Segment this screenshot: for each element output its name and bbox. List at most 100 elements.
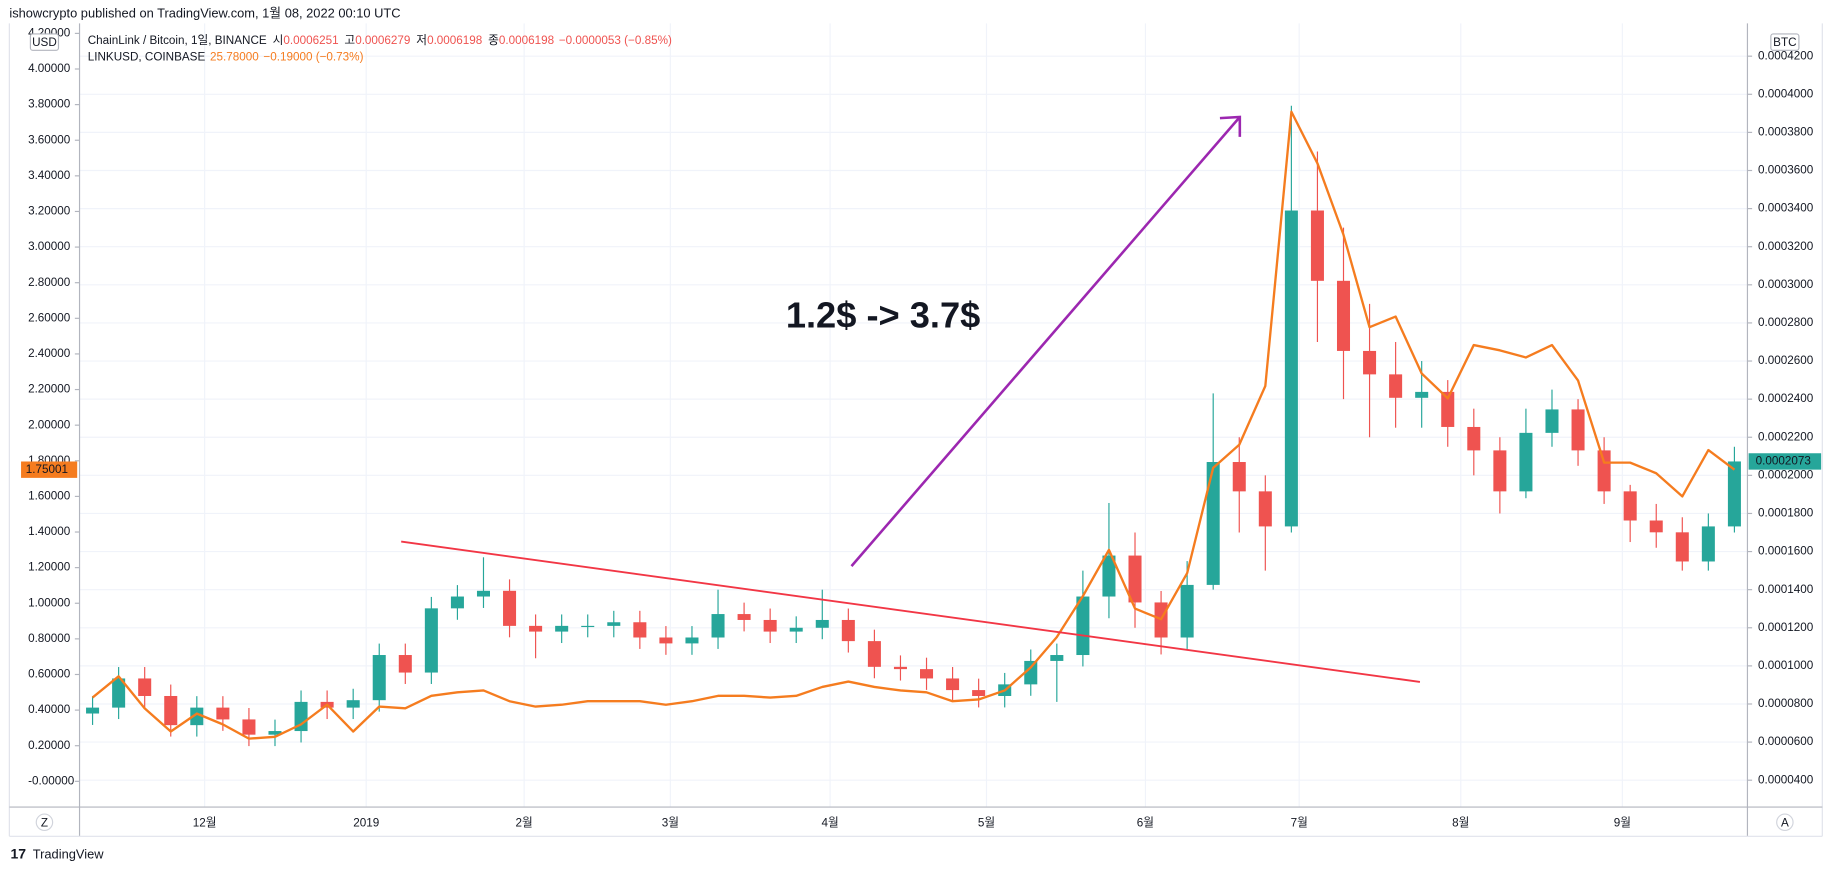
legend-name: LINKUSD, COINBASE	[88, 50, 206, 63]
zoom-button[interactable]	[35, 813, 54, 832]
y2-unit: BTC	[1773, 36, 1796, 49]
y-tick-label: 1.00000	[28, 596, 71, 609]
legend-name: ChainLink / Bitcoin, 1일, BINANCE	[88, 33, 267, 47]
x-tick-label: 5월	[978, 817, 995, 830]
candle-body	[1128, 555, 1142, 603]
candle-body	[450, 596, 464, 609]
candle-body	[946, 678, 960, 691]
candle-body	[1363, 350, 1377, 375]
last-price-label: 1.75001	[26, 463, 68, 476]
x-tick-label: 12월	[193, 817, 217, 830]
y-tick-label: 1.40000	[28, 525, 71, 538]
y2-tick-label: 0.0002200	[1758, 430, 1814, 443]
last-price-box	[1748, 453, 1822, 470]
legend-change: −0.19000 (−0.73%)	[263, 50, 363, 63]
legend-field-label: 저	[416, 34, 427, 47]
trend-line	[401, 540, 1421, 683]
candle-body	[112, 678, 126, 708]
legend-field-label: 종	[488, 34, 499, 47]
price-line	[91, 110, 1736, 740]
candle-body	[1441, 391, 1455, 427]
y2-tick-label: 0.0003800	[1758, 125, 1814, 138]
candle-body	[1701, 526, 1715, 562]
auto-button-label[interactable]: A	[1781, 817, 1789, 830]
candle-body	[138, 678, 152, 696]
x-tick-label: 4월	[821, 817, 838, 830]
y-tick-label: 3.40000	[28, 169, 71, 182]
y2-tick-label: 0.0002000	[1758, 468, 1814, 481]
unit-box	[1770, 33, 1800, 51]
candle-body	[737, 614, 751, 620]
legend-field-label: 고	[344, 34, 355, 47]
y2-tick-label: 0.0003600	[1758, 164, 1814, 177]
candle-body	[1050, 655, 1064, 661]
y-tick-label: 3.20000	[28, 205, 71, 218]
candle-body	[529, 625, 543, 632]
y2-tick-label: 0.0004000	[1758, 87, 1814, 100]
legend-value: 25.78000	[210, 50, 259, 63]
candle-body	[1206, 462, 1220, 585]
candle-body	[1232, 462, 1246, 492]
brand-logo: 17	[11, 846, 27, 862]
y-tick-label: 3.60000	[28, 133, 71, 146]
arrow	[850, 115, 1242, 567]
y2-tick-label: 0.0001000	[1758, 659, 1814, 672]
published-note: ishowcrypto published on TradingView.com…	[9, 5, 400, 20]
candle-body	[216, 707, 230, 720]
legend-row: LINKUSD, COINBASE 25.78000 −0.19000 (−0.73…	[88, 50, 364, 63]
y2-tick-label: 0.0002600	[1758, 354, 1814, 367]
legend-change: −0.0000053 (−0.85%)	[559, 34, 672, 47]
candle-body	[1024, 660, 1038, 685]
last-price-label: 0.0002073	[1756, 455, 1811, 468]
axes: 12월 2019 2월 3월 4월 5월 6월 7월 8월 9월4.200004.000003.8…	[21, 26, 1822, 830]
y2-tick-label: 0.0004200	[1758, 49, 1814, 62]
unit-box	[29, 33, 60, 51]
candle-body	[1597, 450, 1611, 492]
y2-tick-label: 0.0001400	[1758, 583, 1814, 596]
y-tick-label: 0.40000	[28, 703, 71, 716]
last-price-box	[21, 461, 78, 478]
y2-tick-label: 0.0001600	[1758, 545, 1814, 558]
x-tick-label: 8월	[1452, 817, 1469, 830]
plot	[86, 105, 1741, 747]
candle-body	[424, 608, 438, 673]
candle-body	[1623, 491, 1637, 521]
y-tick-label: 2.60000	[28, 311, 71, 324]
x-tick-label: 6월	[1137, 817, 1154, 830]
candle-body	[763, 619, 777, 632]
y-tick-label: -0.00000	[28, 774, 75, 787]
candle-body	[1389, 374, 1403, 398]
y2-tick-label: 0.0000600	[1758, 735, 1814, 748]
y2-tick-label: 0.0001800	[1758, 507, 1814, 520]
candle-body	[581, 625, 595, 628]
candle-body	[1467, 426, 1481, 451]
y2-tick-label: 0.0003000	[1758, 278, 1814, 291]
y2-tick-label: 0.0002400	[1758, 392, 1814, 405]
y2-tick-label: 0.0003400	[1758, 202, 1814, 215]
candle-body	[1727, 461, 1741, 527]
auto-button[interactable]	[1776, 813, 1794, 832]
y-tick-label: 3.80000	[28, 98, 71, 111]
candle-body	[633, 622, 647, 638]
candle-body	[294, 701, 308, 732]
zoom-button-label[interactable]: Z	[41, 817, 48, 830]
y2-tick-label: 0.0003200	[1758, 240, 1814, 253]
candle-body	[1076, 596, 1090, 656]
x-tick-label: 7월	[1291, 817, 1308, 830]
candle-body	[555, 625, 569, 632]
candle-body	[1649, 520, 1663, 533]
legend-value: 0.0006251	[283, 34, 338, 47]
candle-body	[1310, 210, 1324, 281]
candle-body	[893, 666, 907, 670]
candle-body	[503, 590, 517, 626]
legend-row: ChainLink / Bitcoin, 1일, BINANCE 시0.00062…	[88, 33, 672, 47]
y-unit: USD	[32, 36, 57, 49]
candle-body	[815, 619, 829, 628]
candle-body	[1180, 584, 1194, 638]
candle-body	[476, 590, 490, 597]
candle-body	[398, 655, 412, 673]
candle-body	[1336, 280, 1351, 351]
y-tick-label: 0.60000	[28, 668, 71, 681]
